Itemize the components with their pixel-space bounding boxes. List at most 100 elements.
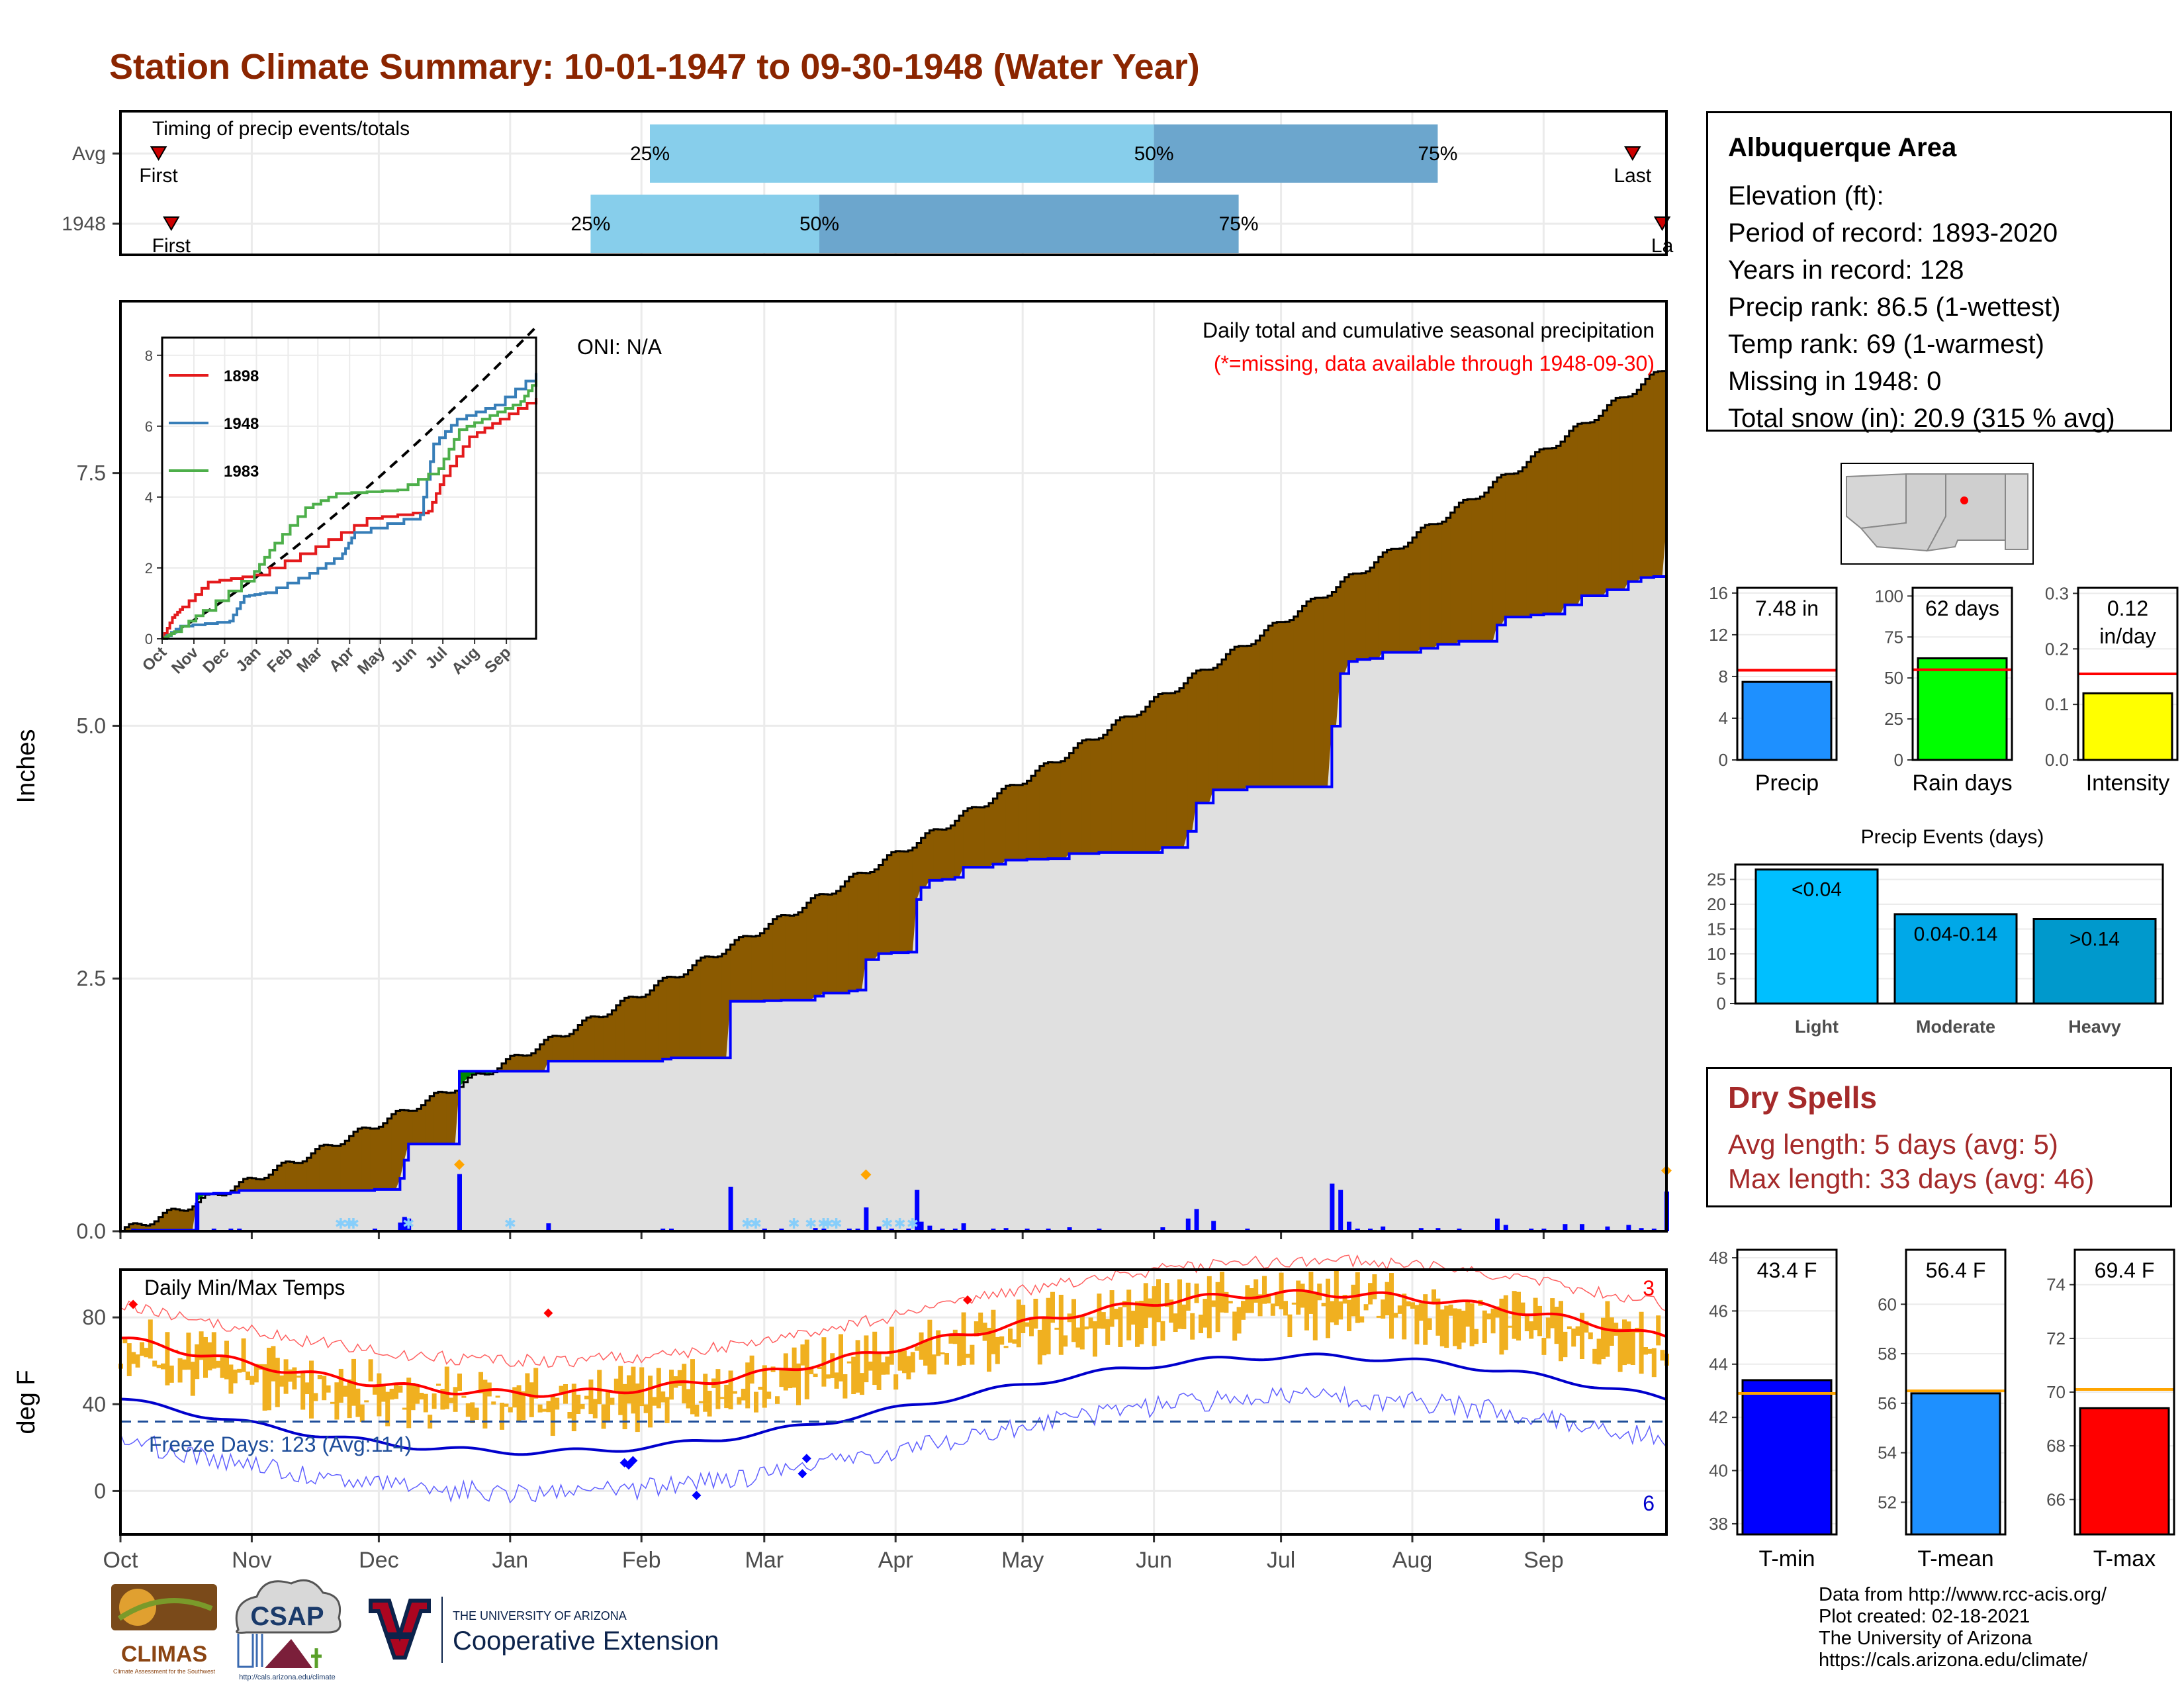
daily-temp-range (1190, 1313, 1195, 1340)
precip-anomaly-fill (1484, 492, 1489, 641)
precip-events-title: Precip Events (days) (1861, 826, 2044, 848)
precip-anomaly-fill (438, 1092, 443, 1145)
precip-anomaly-fill (1077, 743, 1083, 854)
first-precip-marker (163, 216, 180, 231)
daily-temp-range (1300, 1284, 1305, 1308)
precip-anomaly-fill (285, 1161, 291, 1191)
daily-temp-range (1199, 1314, 1203, 1334)
precip-anomaly-fill (1285, 622, 1290, 787)
precip-anomaly-fill (705, 956, 710, 1058)
precip-anomaly-fill (700, 957, 705, 1058)
daily-temp-range (1617, 1329, 1623, 1372)
daily-temp-range (1283, 1301, 1288, 1316)
daily-temp-range (1084, 1326, 1089, 1330)
precip-anomaly-fill (1014, 784, 1019, 861)
daily-precip-bar (1626, 1225, 1631, 1231)
precip-anomaly-fill (650, 990, 655, 1061)
precip-anomaly-fill (400, 1109, 405, 1179)
daily-temp-range (1639, 1311, 1644, 1374)
precip-anomaly-fill (502, 1063, 506, 1072)
daily-temp-range (1075, 1327, 1081, 1348)
csap-logo-text: CSAP (250, 1602, 324, 1631)
daily-temp-range (1376, 1315, 1381, 1318)
daily-temp-range (779, 1368, 784, 1387)
precip-anomaly-fill (1565, 436, 1570, 605)
daily-temp-range (1003, 1346, 1009, 1348)
precip-anomaly-fill (1441, 522, 1447, 645)
daily-temp-range (1224, 1291, 1229, 1313)
daily-temp-range (1423, 1294, 1428, 1345)
daily-temp-range (864, 1335, 869, 1383)
precip-anomaly-fill (1420, 528, 1426, 649)
precip-anomaly-fill (950, 825, 956, 880)
daily-temp-range (1160, 1321, 1165, 1341)
daily-temp-range (322, 1376, 327, 1401)
daily-temp-range (1012, 1339, 1017, 1344)
precip-event-bar-label: >0.14 (2070, 929, 2120, 951)
precip-anomaly-fill (798, 912, 803, 1000)
daily-temp-range (309, 1360, 314, 1419)
daily-temp-range (715, 1369, 721, 1409)
timing-label-25: 25% (630, 143, 670, 165)
precip-anomaly-fill (802, 908, 807, 1000)
daily-temp-range (1537, 1305, 1542, 1336)
snow-marker: ✱ (504, 1215, 516, 1232)
daily-temp-range (550, 1395, 555, 1436)
inset-series-line (162, 398, 537, 640)
precip-anomaly-fill (1196, 671, 1201, 804)
precip-anomaly-fill (637, 997, 642, 1061)
precip-anomaly-fill (328, 1145, 333, 1191)
daily-temp-range (860, 1373, 864, 1395)
info-elevation: Elevation (ft): (1728, 181, 1884, 211)
precip-anomaly-fill (768, 923, 774, 1001)
precip-anomaly-fill (391, 1113, 396, 1190)
daily-temp-range (1228, 1301, 1233, 1304)
logos: CLIMAS Climate Assessment for the Southw… (111, 1579, 719, 1681)
daily-temp-range (271, 1346, 276, 1382)
precip-anomaly-fill (662, 978, 668, 1059)
daily-temp-range (923, 1339, 928, 1366)
daily-temp-range (813, 1374, 818, 1378)
precip-anomaly-fill (506, 1058, 511, 1072)
daily-temp-range (1109, 1290, 1115, 1327)
climas-logo: CLIMAS Climate Assessment for the Southw… (111, 1584, 217, 1675)
precip-anomaly-fill (1450, 512, 1455, 645)
daily-temp-range (631, 1366, 636, 1414)
daily-temp-range (919, 1332, 924, 1360)
daily-precip-bar (1580, 1224, 1584, 1231)
daily-temp-range (652, 1397, 657, 1406)
daily-precip-bar (195, 1202, 200, 1231)
precip-anomaly-fill (1044, 763, 1049, 859)
precip-event-bar-label: <0.04 (1792, 879, 1842, 901)
daily-precip-bar (1160, 1227, 1165, 1231)
max-precip-marker (860, 1169, 872, 1180)
daily-temp-range (444, 1366, 449, 1409)
daily-temp-range (1453, 1308, 1457, 1346)
precip-anomaly-fill (1310, 598, 1316, 787)
precip-anomaly-fill (1319, 598, 1324, 787)
temp-summary-y-tick-label: 58 (1878, 1344, 1897, 1364)
daily-temp-range (203, 1336, 208, 1378)
precip-anomaly-fill (345, 1141, 350, 1191)
temp-summary-bar (1910, 1392, 2001, 1536)
daily-temp-range (1206, 1276, 1212, 1338)
daily-temp-range (1435, 1298, 1441, 1336)
precip-anomaly-fill (1391, 549, 1396, 653)
daily-temp-range (1559, 1301, 1563, 1362)
timing-row-label: 1948 (62, 213, 106, 235)
footer-university: The University of Arizona (1819, 1628, 2032, 1649)
precip-anomaly-fill (1314, 598, 1320, 787)
info-period: Period of record: 1893-2020 (1728, 218, 2058, 248)
precip-anomaly-fill (408, 1111, 414, 1145)
timing-bar-25-50 (590, 195, 819, 253)
inset-legend-label: 1898 (224, 367, 259, 385)
precip-anomaly-fill (1137, 715, 1142, 853)
daily-temp-range (246, 1371, 250, 1381)
daily-temp-range (1326, 1278, 1330, 1338)
daily-precip-bar (1418, 1228, 1424, 1231)
daily-temp-range (457, 1373, 462, 1391)
ua-logo-bottom-text: Cooperative Extension (453, 1626, 719, 1656)
daily-temp-range (961, 1312, 966, 1365)
daily-precip-bar (1185, 1218, 1191, 1231)
daily-temp-range (1588, 1332, 1593, 1340)
